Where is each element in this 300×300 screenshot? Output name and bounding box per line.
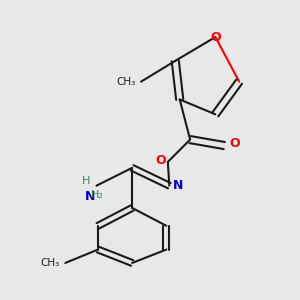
Text: H: H — [82, 176, 91, 186]
Text: N: N — [173, 179, 183, 192]
Text: O: O — [155, 154, 166, 167]
Text: CH₃: CH₃ — [40, 258, 59, 268]
Text: CH₃: CH₃ — [116, 76, 135, 87]
Text: O: O — [210, 31, 221, 44]
Text: H₂: H₂ — [91, 190, 103, 200]
Text: N: N — [85, 190, 96, 203]
Text: O: O — [230, 137, 240, 150]
